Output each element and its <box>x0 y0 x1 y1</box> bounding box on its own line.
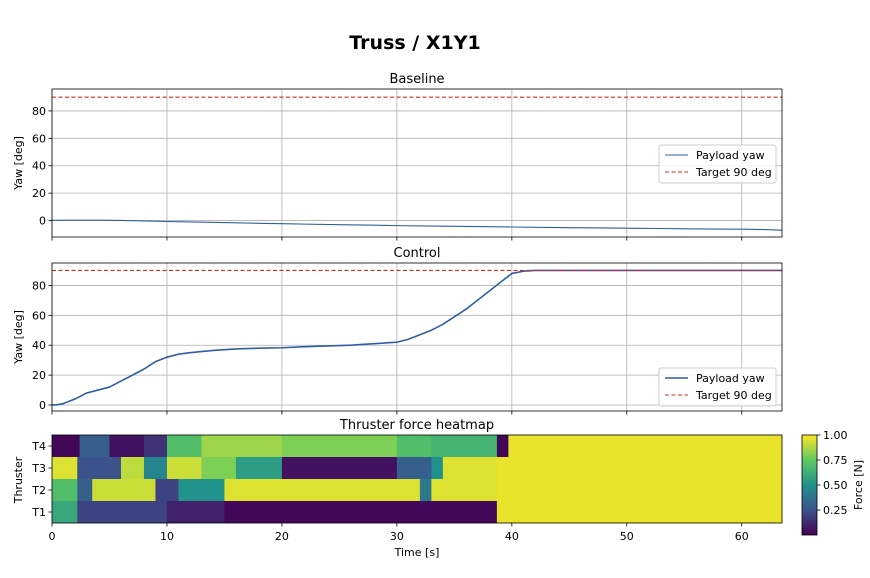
baseline-yaw-line <box>51 219 783 231</box>
baseline-legend-label-yaw: Payload yaw <box>696 149 765 162</box>
colorbar-ticks: 0.25 0.50 0.75 1.00 <box>817 429 848 517</box>
heatmap-xtick-label: 30 <box>390 530 404 543</box>
heatmap-xlabel: Time [s] <box>394 546 440 559</box>
heatmap-xtick-label: 50 <box>620 530 634 543</box>
heatmap-cell-t2 <box>224 479 421 501</box>
heatmap-cell-t3 <box>201 457 237 479</box>
control-ytick-label: 60 <box>32 309 46 322</box>
heatmap-xtick-label: 0 <box>49 530 56 543</box>
heatmap-cell-t3 <box>431 457 444 479</box>
colorbar-tick-label: 1.00 <box>823 429 848 442</box>
control-legend-label-target: Target 90 deg <box>695 389 772 402</box>
control-ytick-label: 0 <box>39 399 46 412</box>
heatmap-cell-t4 <box>431 435 498 457</box>
control-title: Control <box>394 246 441 261</box>
heatmap-cell-t2 <box>496 479 783 501</box>
heatmap-ytick-label: T4 <box>31 440 46 453</box>
baseline-ticks: 0 20 40 60 80 <box>32 105 743 241</box>
baseline-frame <box>51 88 783 238</box>
heatmap-title: Thruster force heatmap <box>339 418 494 433</box>
colorbar-tick-label: 0.25 <box>823 504 848 517</box>
heatmap-xtick-label: 10 <box>160 530 174 543</box>
colorbar: 0.25 0.50 0.75 1.00 Force [N] <box>801 429 865 536</box>
heatmap-cell-t1 <box>77 501 168 523</box>
heatmap-ylabel: Thruster <box>12 456 25 504</box>
heatmap-cell-t3 <box>120 457 145 479</box>
heatmap-panel: Thruster force heatmap T4 T3 T2 T10 10 20 30 40… <box>12 418 783 559</box>
heatmap-cell-t1 <box>496 501 783 523</box>
control-panel: Control 0 20 40 60 80 Yaw [deg] Payload yaw … <box>12 246 783 415</box>
heatmap-cell-t4 <box>201 435 283 457</box>
heatmap-cell-t3 <box>166 457 202 479</box>
heatmap-ytick-label: T2 <box>31 484 46 497</box>
heatmap-cell-t2 <box>155 479 179 501</box>
baseline-series <box>51 96 783 231</box>
heatmap-ytick-label: T3 <box>31 462 46 475</box>
colorbar-label: Force [N] <box>852 460 865 510</box>
colorbar-tick-label: 0.50 <box>823 479 848 492</box>
heatmap-cell-t3 <box>496 457 783 479</box>
heatmap-cell-t1 <box>166 501 225 523</box>
heatmap-cell-t2 <box>52 479 78 501</box>
heatmap-cell-t4 <box>508 435 783 457</box>
heatmap-xtick-label: 40 <box>505 530 519 543</box>
control-yaw-line <box>51 269 782 406</box>
colorbar-gradient <box>801 434 818 536</box>
heatmap-xtick-label: 60 <box>735 530 749 543</box>
heatmap-cell-t2 <box>431 479 498 501</box>
baseline-legend-label-target: Target 90 deg <box>695 166 772 179</box>
heatmap-cell-t2 <box>92 479 156 501</box>
control-legend-box <box>658 367 777 407</box>
baseline-ytick-label: 80 <box>32 105 46 118</box>
heatmap-frame <box>51 434 783 524</box>
baseline-ytick-label: 20 <box>32 187 46 200</box>
control-ticks: 0 20 40 60 80 <box>32 279 743 415</box>
heatmap-cell-t3 <box>442 457 498 479</box>
heatmap-cell-t4 <box>166 435 202 457</box>
control-legend: Payload yaw Target 90 deg <box>658 367 777 407</box>
baseline-ytick-label: 0 <box>39 215 46 228</box>
heatmap-cell-t4 <box>143 435 168 457</box>
baseline-ytick-label: 60 <box>32 132 46 145</box>
heatmap-cell-t2 <box>178 479 225 501</box>
heatmap-cell-t4 <box>52 435 80 457</box>
heatmap-ticks: T4 T3 T2 T10 10 20 30 40 50 60 <box>31 440 748 543</box>
heatmap-cell-t3 <box>143 457 168 479</box>
heatmap-cell-t3 <box>396 457 432 479</box>
baseline-legend-box <box>658 144 777 184</box>
colorbar-tick-label: 0.75 <box>823 454 848 467</box>
heatmap-cell-t3 <box>52 457 78 479</box>
heatmap-cell-t4 <box>109 435 145 457</box>
heatmap-cell-t3 <box>235 457 283 479</box>
heatmap-cell-t4 <box>496 435 509 457</box>
control-ytick-label: 20 <box>32 369 46 382</box>
heatmap-cell-t1 <box>224 501 498 523</box>
heatmap-cell-t4 <box>79 435 110 457</box>
heatmap-cell-t4 <box>281 435 398 457</box>
heatmap-cell-t2 <box>77 479 93 501</box>
heatmap-cell-t2 <box>419 479 432 501</box>
baseline-ylabel: Yaw [deg] <box>12 136 25 191</box>
baseline-title: Baseline <box>389 72 444 87</box>
baseline-panel: Baseline 0 20 40 60 80 Yaw [deg] Payload yaw… <box>12 72 783 241</box>
baseline-ytick-label: 40 <box>32 160 46 173</box>
heatmap-cell-t4 <box>396 435 432 457</box>
heatmap-cells <box>52 435 783 523</box>
heatmap-xtick-label: 20 <box>275 530 289 543</box>
control-ytick-label: 40 <box>32 339 46 352</box>
control-series <box>51 269 782 406</box>
control-legend-label-yaw: Payload yaw <box>696 372 765 385</box>
baseline-legend: Payload yaw Target 90 deg <box>658 144 777 184</box>
control-frame <box>51 262 783 412</box>
heatmap-cell-t3 <box>281 457 398 479</box>
control-ytick-label: 80 <box>32 279 46 292</box>
heatmap-cell-t3 <box>77 457 122 479</box>
control-ylabel: Yaw [deg] <box>12 310 25 365</box>
heatmap-ytick-label: T1 <box>31 506 46 519</box>
heatmap-cell-t1 <box>52 501 78 523</box>
figure-suptitle: Truss / X1Y1 <box>349 32 480 54</box>
